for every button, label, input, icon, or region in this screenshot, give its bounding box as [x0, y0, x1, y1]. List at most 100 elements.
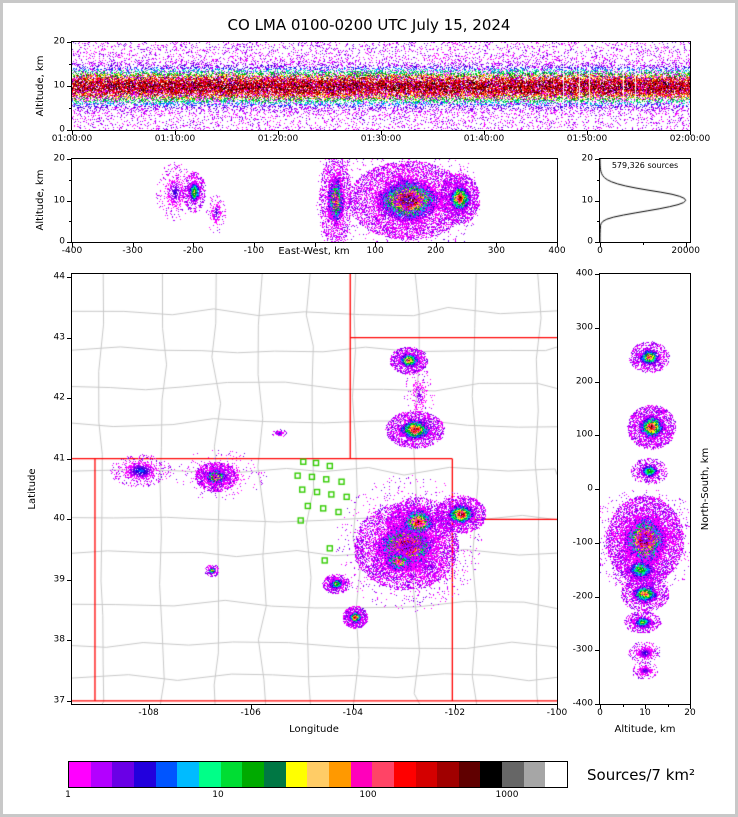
- axis-tick: [595, 542, 599, 544]
- tick-label: -400: [61, 246, 83, 256]
- tick-label: -300: [122, 246, 143, 256]
- tick-label: 200: [575, 376, 593, 386]
- axis-tick: [69, 179, 71, 181]
- tick-label: -104: [342, 708, 363, 718]
- tick-label: 0: [597, 246, 603, 256]
- axis-tick: [67, 42, 71, 43]
- axis-tick: [67, 579, 71, 581]
- tick-label: 02:00:00: [669, 134, 711, 144]
- axis-tick: [278, 131, 279, 135]
- axis-tick: [253, 243, 255, 247]
- axis-tick: [375, 243, 377, 247]
- tick-label: -102: [444, 708, 466, 718]
- tick-label: 42: [53, 392, 65, 403]
- tick-label: 01:40:00: [463, 134, 505, 144]
- tick-label: 01:30:00: [360, 134, 402, 144]
- colorbar-segment: [220, 762, 243, 787]
- colorbar-segment: [545, 762, 568, 787]
- tick-label: 400: [548, 246, 566, 256]
- colorbar: [68, 761, 568, 788]
- tick-label: 0: [59, 236, 65, 247]
- colorbar-segment: [285, 762, 308, 787]
- colorbar-label: Sources/7 km²: [587, 766, 696, 784]
- axis-tick: [193, 243, 195, 247]
- map-x-axis-label: Longitude: [289, 724, 339, 735]
- source-count-annotation: 579,326 sources: [611, 161, 679, 170]
- eastwest-y-axis-label: Altitude, km: [35, 169, 46, 231]
- plan-view-map-canvas: [72, 274, 557, 704]
- axis-tick: [595, 489, 599, 490]
- axis-tick: [595, 650, 599, 652]
- axis-tick: [132, 243, 134, 247]
- tick-label: 43: [53, 332, 65, 343]
- tick-label: 20: [53, 36, 65, 47]
- axis-tick: [67, 242, 71, 243]
- tick-label: 300: [575, 322, 593, 333]
- tick-label: 300: [487, 246, 505, 256]
- tick-label: -200: [572, 591, 593, 601]
- tick-label: 37: [53, 695, 65, 706]
- axis-tick: [148, 705, 150, 709]
- axis-tick: [250, 705, 252, 709]
- northsouth-altitude-canvas: [600, 274, 690, 704]
- axis-tick: [67, 200, 71, 202]
- time-height-canvas: [72, 42, 690, 130]
- axis-tick: [67, 159, 71, 160]
- figure-title: CO LMA 0100-0200 UTC July 15, 2024: [227, 16, 511, 34]
- tick-label: 20: [684, 708, 696, 718]
- colorbar-segment: [177, 762, 199, 787]
- tick-label: 200: [427, 246, 445, 256]
- northsouth-x-axis-label: Altitude, km: [614, 724, 676, 735]
- colorbar-segment: [112, 762, 134, 787]
- tick-label: 1000: [495, 790, 519, 800]
- axis-tick: [690, 705, 691, 709]
- colorbar-segment: [69, 762, 91, 787]
- axis-tick: [557, 705, 558, 709]
- tick-label: 20: [581, 153, 593, 164]
- colorbar-segment: [133, 762, 156, 787]
- tick-label: 400: [575, 268, 593, 279]
- axis-tick: [67, 700, 71, 702]
- tick-label: 20000: [671, 246, 701, 256]
- axis-tick: [595, 242, 599, 243]
- axis-tick: [622, 705, 624, 707]
- tick-label: -100: [243, 246, 265, 256]
- axis-tick: [595, 596, 599, 598]
- axis-tick: [67, 337, 71, 339]
- axis-tick: [642, 243, 644, 245]
- axis-tick: [595, 435, 599, 437]
- axis-tick: [597, 221, 599, 223]
- colorbar-segment: [328, 762, 351, 787]
- axis-tick: [67, 277, 71, 279]
- colorbar-segment: [372, 762, 394, 787]
- axis-tick: [600, 705, 601, 709]
- axis-tick: [587, 131, 588, 135]
- axis-tick: [67, 398, 71, 400]
- axis-tick: [314, 243, 316, 247]
- colorbar-segment: [393, 762, 416, 787]
- altitude-histogram-canvas: [600, 159, 690, 242]
- axis-tick: [645, 705, 646, 709]
- tick-label: -300: [572, 644, 593, 655]
- axis-tick: [690, 131, 691, 135]
- tick-label: 10: [581, 195, 593, 205]
- axis-tick: [381, 131, 382, 135]
- axis-tick: [595, 381, 599, 383]
- colorbar-segment: [242, 762, 264, 787]
- eastwest-x-axis-label: East-West, km: [278, 246, 350, 257]
- tick-label: 100: [575, 429, 593, 440]
- axis-tick: [67, 130, 71, 131]
- axis-tick: [67, 519, 71, 521]
- map-y-axis-label: Latitude: [27, 468, 38, 510]
- northsouth-y-axis-label: North-South, km: [700, 447, 711, 531]
- colorbar-segment: [307, 762, 329, 787]
- axis-tick: [595, 274, 599, 275]
- axis-tick: [175, 131, 176, 135]
- axis-tick: [72, 131, 73, 135]
- colorbar-segment: [480, 762, 503, 787]
- axis-tick: [595, 704, 599, 705]
- tick-label: 10: [212, 790, 224, 800]
- tick-label: 38: [53, 634, 65, 645]
- colorbar-segment: [523, 762, 546, 787]
